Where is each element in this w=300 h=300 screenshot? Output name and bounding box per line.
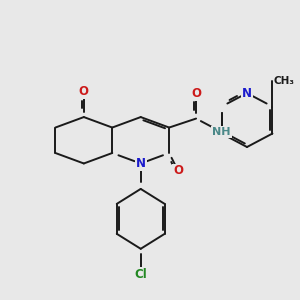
Text: O: O: [79, 85, 89, 98]
Text: O: O: [173, 164, 183, 178]
Text: N: N: [136, 157, 146, 170]
Text: NH: NH: [212, 127, 231, 137]
Text: N: N: [242, 87, 252, 100]
Text: CH₃: CH₃: [274, 76, 295, 86]
Text: Cl: Cl: [134, 268, 147, 281]
Text: O: O: [191, 87, 201, 100]
